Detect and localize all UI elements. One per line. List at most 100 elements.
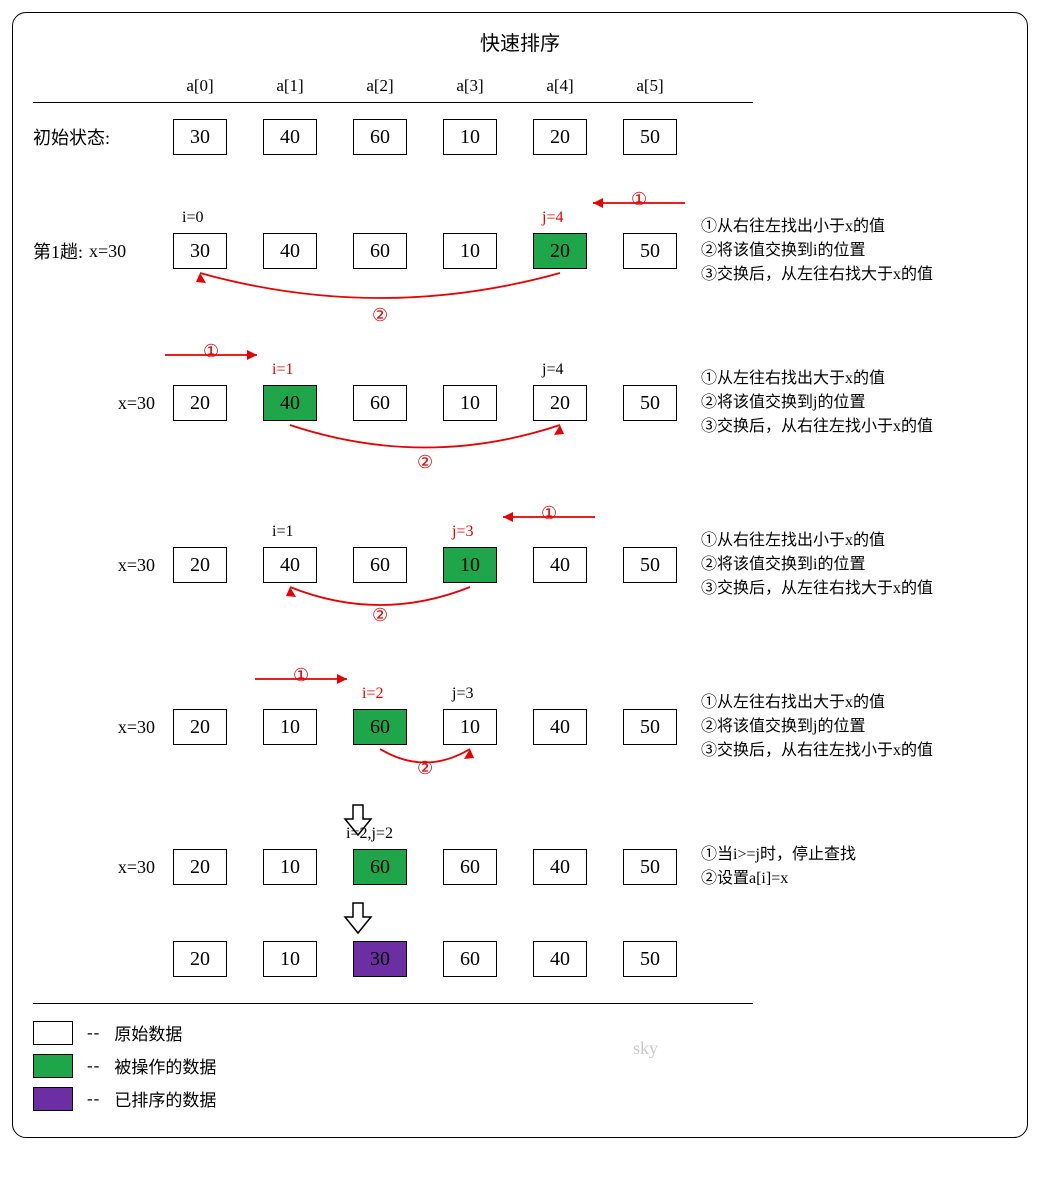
note-line: ②将该值交换到j的位置 bbox=[701, 715, 933, 739]
array-cell: 20 bbox=[533, 233, 587, 269]
x-label: x=30 bbox=[118, 393, 155, 413]
legend-swatch bbox=[33, 1054, 73, 1078]
step-notes: ①从右往左找出小于x的值②将该值交换到i的位置③交换后，从左往右找大于x的值 bbox=[701, 529, 933, 601]
swap-arc bbox=[173, 747, 510, 802]
array-cell: 50 bbox=[623, 709, 677, 745]
array-cell: 40 bbox=[263, 385, 317, 421]
column-label: a[2] bbox=[353, 76, 407, 96]
initial-row: 初始状态: 304060102050 bbox=[33, 119, 1007, 155]
step-3: x=30 204060104050i=1j=3①② ①从右往左找出小于x的值②将… bbox=[33, 529, 1007, 601]
array-cell: 10 bbox=[263, 941, 317, 977]
step-number: ② bbox=[372, 305, 388, 326]
index-label: i=1 bbox=[272, 523, 293, 541]
step-number: ① bbox=[541, 503, 557, 524]
pass-label: 第1趟: bbox=[33, 238, 83, 264]
step-number: ② bbox=[417, 758, 433, 779]
array-cell: 50 bbox=[623, 941, 677, 977]
array-cell: 40 bbox=[533, 547, 587, 583]
array-cell: 40 bbox=[263, 233, 317, 269]
diagram-title: 快速排序 bbox=[33, 27, 1007, 56]
index-label: i=2 bbox=[362, 685, 383, 703]
step-1: 第1趟: x=30 304060102050 i=0j=4①② ①从右往左找出小… bbox=[33, 215, 1007, 287]
array-cell: 10 bbox=[443, 547, 497, 583]
step-number: ② bbox=[417, 452, 433, 473]
note-line: ③交换后，从左往右找大于x的值 bbox=[701, 263, 933, 287]
swap-arc bbox=[173, 423, 600, 496]
note-line: ①从右往左找出小于x的值 bbox=[701, 215, 933, 239]
array-cell: 50 bbox=[623, 385, 677, 421]
array-cell: 50 bbox=[623, 849, 677, 885]
legend-dash: -- bbox=[87, 1056, 100, 1076]
step-4: x=30 201060104050i=2j=3①② ①从左往右找出大于x的值②将… bbox=[33, 691, 1007, 763]
index-label: j=4 bbox=[542, 361, 563, 379]
index-label: j=4 bbox=[542, 209, 563, 227]
note-line: ①当i>=j时，停止查找 bbox=[701, 843, 856, 867]
array-cell: 60 bbox=[353, 849, 407, 885]
column-label: a[1] bbox=[263, 76, 317, 96]
array-cell: 50 bbox=[623, 233, 677, 269]
note-line: ①从左往右找出大于x的值 bbox=[701, 691, 933, 715]
array-cell: 40 bbox=[533, 941, 587, 977]
array-cell: 40 bbox=[263, 547, 317, 583]
x-label: x=30 bbox=[118, 857, 155, 877]
index-label: i=0 bbox=[182, 209, 203, 227]
step-notes: ①从左往右找出大于x的值②将该值交换到j的位置③交换后，从右往左找小于x的值 bbox=[701, 367, 933, 439]
note-line: ③交换后，从左往右找大于x的值 bbox=[701, 577, 933, 601]
array-cell: 60 bbox=[353, 385, 407, 421]
array-cell: 10 bbox=[443, 233, 497, 269]
array-cell: 20 bbox=[533, 119, 587, 155]
array-cell: 20 bbox=[173, 547, 227, 583]
array-cell: 60 bbox=[443, 941, 497, 977]
step-number: ② bbox=[372, 605, 388, 626]
legend-item: -- 被操作的数据 bbox=[33, 1053, 1007, 1078]
array-cell: 60 bbox=[353, 547, 407, 583]
footer-separator bbox=[33, 1003, 753, 1004]
legend-text: 已排序的数据 bbox=[114, 1086, 216, 1111]
array-cell: 10 bbox=[443, 709, 497, 745]
array-cell: 10 bbox=[443, 385, 497, 421]
index-label: j=3 bbox=[452, 685, 473, 703]
note-line: ②将该值交换到i的位置 bbox=[701, 553, 933, 577]
step-number: ① bbox=[631, 189, 647, 210]
array-cell: 60 bbox=[353, 119, 407, 155]
array-cell: 20 bbox=[173, 709, 227, 745]
array-cell: 20 bbox=[173, 941, 227, 977]
index-label: i=1 bbox=[272, 361, 293, 379]
array-cell: 10 bbox=[263, 709, 317, 745]
x-label: x=30 bbox=[89, 241, 126, 262]
step-2: x=30 204060102050i=1j=4①② ①从左往右找出大于x的值②将… bbox=[33, 367, 1007, 439]
step-number: ① bbox=[203, 341, 219, 362]
initial-label: 初始状态: bbox=[33, 124, 173, 150]
index-label: j=3 bbox=[452, 523, 473, 541]
array-cell: 20 bbox=[533, 385, 587, 421]
step-notes: ①从右往左找出小于x的值②将该值交换到i的位置③交换后，从左往右找大于x的值 bbox=[701, 215, 933, 287]
step-5: x=30 201060604050i=2,j=2 ①当i>=j时，停止查找②设置… bbox=[33, 843, 1007, 891]
legend-text: 被操作的数据 bbox=[114, 1053, 216, 1078]
step-notes: ①当i>=j时，停止查找②设置a[i]=x bbox=[701, 843, 856, 891]
note-line: ①从左往右找出大于x的值 bbox=[701, 367, 933, 391]
array-cell: 60 bbox=[353, 709, 407, 745]
swap-arc bbox=[173, 585, 510, 649]
array-cell: 30 bbox=[353, 941, 407, 977]
note-line: ②将该值交换到j的位置 bbox=[701, 391, 933, 415]
array-cell: 60 bbox=[443, 849, 497, 885]
legend-dash: -- bbox=[87, 1089, 100, 1109]
array-cell: 10 bbox=[443, 119, 497, 155]
legend-item: --原始数据 bbox=[33, 1020, 1007, 1045]
column-label: a[3] bbox=[443, 76, 497, 96]
legend: --原始数据 -- 被操作的数据 -- 已排序的数据 bbox=[33, 1020, 1007, 1111]
array-cell: 40 bbox=[533, 709, 587, 745]
note-line: ②将该值交换到i的位置 bbox=[701, 239, 933, 263]
array-cell: 50 bbox=[623, 547, 677, 583]
down-arrow-icon bbox=[343, 901, 373, 935]
column-label: a[0] bbox=[173, 76, 227, 96]
note-line: ②设置a[i]=x bbox=[701, 867, 856, 891]
step-6: 20 10 30 60 40 50 bbox=[33, 941, 1007, 977]
array-cell: 40 bbox=[533, 849, 587, 885]
legend-swatch bbox=[33, 1021, 73, 1045]
column-label: a[4] bbox=[533, 76, 587, 96]
legend-swatch bbox=[33, 1087, 73, 1111]
x-label: x=30 bbox=[118, 717, 155, 737]
x-label: x=30 bbox=[118, 555, 155, 575]
header-separator bbox=[33, 102, 753, 103]
